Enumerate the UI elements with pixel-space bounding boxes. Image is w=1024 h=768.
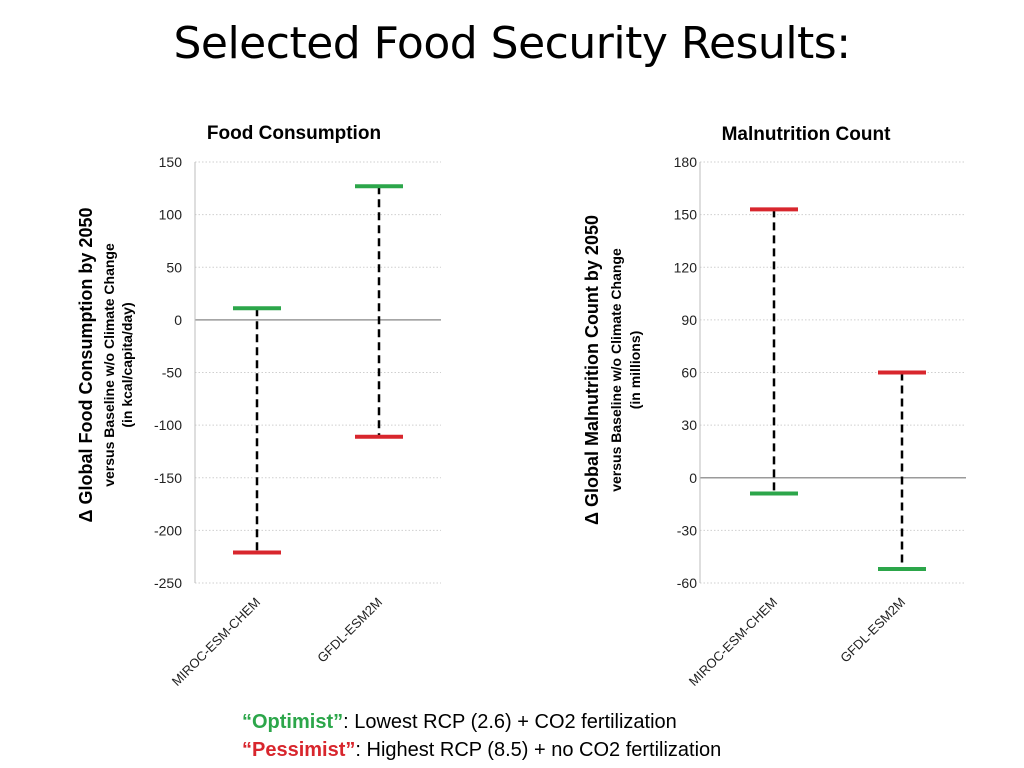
y-tick-label: 0 [689,470,697,486]
y-tick-label: 120 [674,259,698,275]
y-tick-label: 60 [681,365,697,381]
y-tick-label: 90 [681,312,697,328]
y-tick-label: 150 [159,154,183,170]
chart-title: Food Consumption [207,123,381,144]
y-axis-sublabel: versus Baseline w/o Climate Change [608,248,624,492]
y-tick-label: -100 [154,417,182,433]
y-tick-label: 30 [681,417,697,433]
y-axis-label: Δ Global Food Consumption by 2050 [76,208,96,523]
category-label: MIROC-ESM-CHEM [686,595,780,689]
category-label: GFDL-ESM2M [837,595,908,666]
legend-optimist-text: : Lowest RCP (2.6) + CO2 fertilization [343,711,677,733]
y-tick-label: -150 [154,470,182,486]
y-axis-units: (in kcal/capita/day) [119,302,135,427]
y-tick-label: 150 [674,207,698,223]
y-tick-label: 0 [174,312,182,328]
y-tick-label: -250 [154,575,182,591]
legend-pessimist: “Pessimist”: Highest RCP (8.5) + no CO2 … [242,736,721,764]
category-label: GFDL-ESM2M [314,595,385,666]
y-tick-label: 50 [166,259,182,275]
legend-optimist-label: “Optimist” [242,711,344,733]
y-axis-label: Δ Global Malnutrition Count by 2050 [582,215,602,525]
y-tick-label: 180 [674,154,698,170]
y-axis-units: (in millions) [627,331,643,410]
y-tick-label: -50 [162,365,182,381]
y-axis-sublabel: versus Baseline w/o Climate Change [101,243,117,487]
legend: “Optimist”: Lowest RCP (2.6) + CO2 ferti… [242,708,721,764]
slide-title: Selected Food Security Results: [173,18,851,69]
chart-title: Malnutrition Count [722,124,892,145]
y-tick-label: 100 [159,207,183,223]
legend-optimist: “Optimist”: Lowest RCP (2.6) + CO2 ferti… [242,708,721,736]
food-consumption-chart: Food Consumption 150 100 50 0 -50 -100 -150 -200… [76,123,441,689]
legend-pessimist-label: “Pessimist” [242,739,356,761]
malnutrition-count-chart: Malnutrition Count 180 150 120 90 60 30 0 -30 -60… [582,124,966,689]
legend-pessimist-text: : Highest RCP (8.5) + no CO2 fertilizati… [355,739,722,761]
y-tick-label: -200 [154,522,182,538]
y-tick-label: -60 [677,575,697,591]
y-tick-label: -30 [677,522,697,538]
category-label: MIROC-ESM-CHEM [169,595,263,689]
